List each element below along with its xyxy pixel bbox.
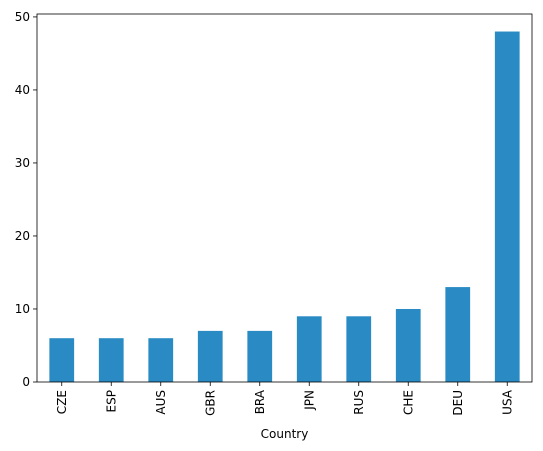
- bar: [49, 338, 75, 382]
- x-tick-label: USA: [500, 389, 514, 415]
- y-tick-label: 30: [15, 156, 30, 170]
- x-tick-label: CZE: [55, 390, 69, 414]
- x-tick-label: JPN: [302, 390, 316, 411]
- y-tick-label: 20: [15, 229, 30, 243]
- x-tick-label: ESP: [104, 390, 118, 412]
- bar: [148, 338, 174, 382]
- x-axis-label: Country: [261, 427, 309, 441]
- bar: [247, 330, 273, 382]
- axes-frame: [36, 13, 533, 383]
- bar: [197, 330, 223, 382]
- bar: [395, 308, 421, 382]
- x-tick-label: GBR: [203, 390, 217, 416]
- bar: [445, 287, 471, 382]
- x-tick-label: DEU: [451, 390, 465, 416]
- y-tick-label: 10: [15, 302, 30, 316]
- bar: [98, 338, 124, 382]
- bar: [296, 316, 322, 382]
- y-tick-label: 0: [22, 375, 30, 389]
- bar: [494, 31, 520, 383]
- y-tick-label: 50: [15, 10, 30, 24]
- x-tick-label: RUS: [352, 390, 366, 415]
- x-tick-label: BRA: [253, 389, 267, 414]
- bar: [346, 316, 372, 382]
- x-tick-label: AUS: [154, 390, 168, 415]
- x-tick-label: CHE: [401, 390, 415, 415]
- y-tick-label: 40: [15, 83, 30, 97]
